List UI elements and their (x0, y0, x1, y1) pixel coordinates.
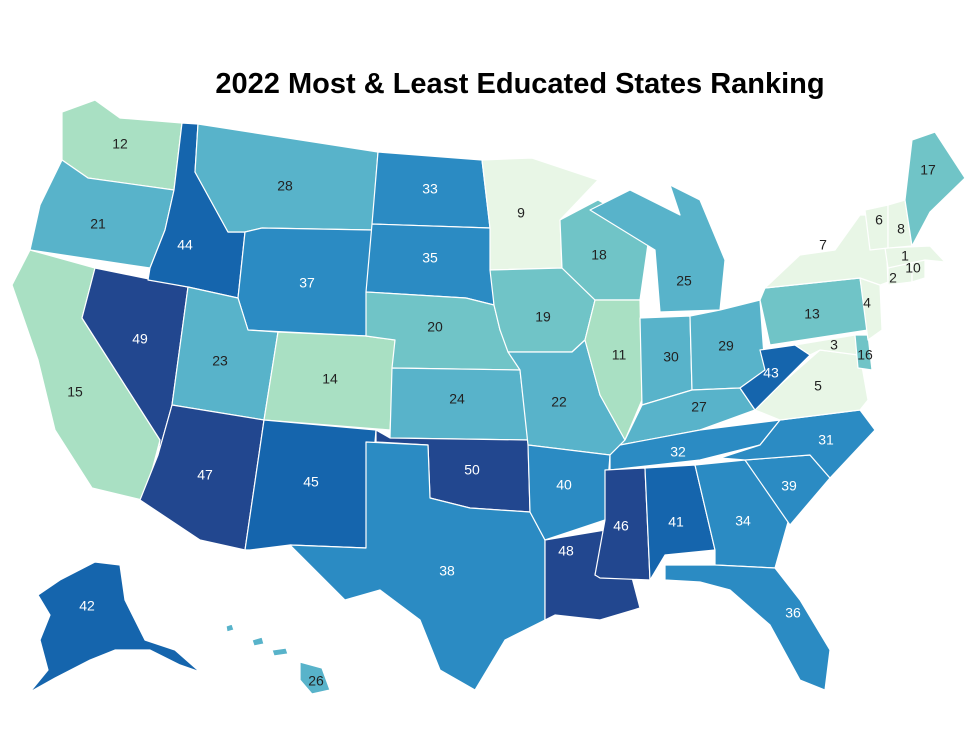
label-mn: 9 (517, 205, 525, 221)
state-ak[interactable] (29, 561, 201, 693)
state-de[interactable] (854, 334, 873, 371)
label-ma: 1 (901, 248, 909, 264)
label-ga: 34 (735, 513, 751, 529)
state-md[interactable] (794, 334, 859, 356)
label-vt: 6 (875, 212, 883, 228)
state-fl[interactable] (664, 564, 831, 691)
label-or: 21 (90, 216, 106, 232)
label-de: 16 (857, 347, 873, 363)
state-nc[interactable] (719, 409, 876, 479)
label-nh: 8 (897, 221, 905, 237)
state-mi[interactable] (589, 184, 726, 313)
label-ia: 19 (535, 309, 551, 325)
label-ne: 20 (427, 319, 443, 335)
label-mi: 25 (676, 273, 692, 289)
label-il: 11 (612, 347, 627, 363)
label-nj: 4 (863, 295, 871, 311)
state-hi[interactable] (225, 623, 331, 695)
page-title: 2022 Most & Least Educated States Rankin… (215, 68, 825, 100)
state-tx[interactable] (289, 441, 546, 691)
label-oh: 29 (718, 338, 734, 354)
label-al: 41 (668, 514, 684, 530)
label-wi: 18 (591, 247, 607, 263)
label-tx: 38 (439, 563, 455, 579)
state-ma[interactable] (884, 245, 946, 269)
label-az: 47 (197, 467, 213, 483)
state-me[interactable] (904, 131, 966, 247)
label-ky: 27 (691, 399, 707, 415)
label-tn: 32 (670, 444, 686, 460)
label-id: 44 (177, 237, 193, 253)
label-co: 14 (322, 371, 338, 387)
label-fl: 36 (785, 605, 801, 621)
label-hi: 26 (308, 673, 324, 689)
label-ar: 40 (556, 477, 572, 493)
label-pa: 13 (804, 306, 820, 322)
label-nv: 49 (132, 331, 148, 347)
label-ca: 15 (67, 384, 83, 400)
label-ak: 42 (79, 598, 95, 614)
label-nc: 31 (818, 432, 834, 448)
label-nd: 33 (422, 181, 438, 197)
label-md: 3 (830, 337, 838, 353)
label-sd: 35 (422, 250, 438, 266)
label-wv: 43 (763, 365, 779, 381)
label-ks: 24 (449, 391, 465, 407)
state-ar[interactable] (527, 444, 611, 541)
label-wa: 12 (112, 136, 128, 152)
label-ny: 7 (819, 237, 827, 253)
rank-labels: 12 21 15 49 44 28 37 23 47 14 45 33 35 2… (67, 136, 936, 689)
label-mt: 28 (277, 178, 293, 194)
label-ms: 46 (613, 518, 629, 534)
label-mo: 22 (551, 394, 567, 410)
label-ut: 23 (212, 353, 228, 369)
label-sc: 39 (781, 478, 797, 494)
label-nm: 45 (303, 474, 319, 490)
label-me: 17 (920, 162, 936, 178)
label-ct: 2 (889, 270, 897, 286)
label-ok: 50 (464, 462, 480, 478)
label-ri: 10 (905, 260, 921, 276)
label-la: 48 (558, 543, 574, 559)
label-in: 30 (663, 349, 679, 365)
label-va: 5 (814, 378, 822, 394)
label-wy: 37 (299, 275, 315, 291)
state-al[interactable] (644, 464, 716, 581)
